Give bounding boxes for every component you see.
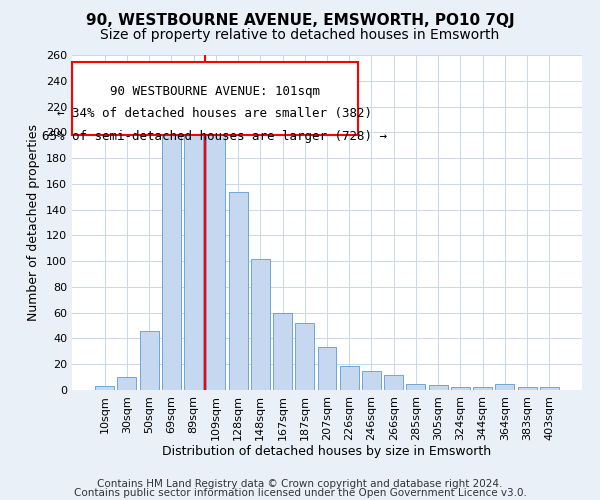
Bar bbox=[451, 388, 470, 390]
Text: Contains HM Land Registry data © Crown copyright and database right 2024.: Contains HM Land Registry data © Crown c… bbox=[97, 479, 503, 489]
Bar bbox=[206, 127, 225, 390]
Text: Size of property relative to detached houses in Emsworth: Size of property relative to detached ho… bbox=[100, 28, 500, 42]
X-axis label: Distribution of detached houses by size in Emsworth: Distribution of detached houses by size … bbox=[163, 446, 491, 458]
Text: Contains public sector information licensed under the Open Government Licence v3: Contains public sector information licen… bbox=[74, 488, 526, 498]
Bar bbox=[251, 258, 270, 390]
Bar bbox=[340, 366, 359, 390]
Text: 65% of semi-detached houses are larger (728) →: 65% of semi-detached houses are larger (… bbox=[43, 130, 388, 142]
Bar bbox=[162, 128, 181, 390]
Bar bbox=[518, 388, 536, 390]
Text: 90, WESTBOURNE AVENUE, EMSWORTH, PO10 7QJ: 90, WESTBOURNE AVENUE, EMSWORTH, PO10 7Q… bbox=[86, 12, 514, 28]
Bar bbox=[140, 330, 158, 390]
Bar bbox=[429, 385, 448, 390]
Bar bbox=[473, 388, 492, 390]
Bar bbox=[184, 134, 203, 390]
Y-axis label: Number of detached properties: Number of detached properties bbox=[28, 124, 40, 321]
Bar bbox=[406, 384, 425, 390]
Text: 90 WESTBOURNE AVENUE: 101sqm: 90 WESTBOURNE AVENUE: 101sqm bbox=[110, 86, 320, 98]
Bar bbox=[118, 377, 136, 390]
FancyBboxPatch shape bbox=[72, 62, 358, 136]
Text: ← 34% of detached houses are smaller (382): ← 34% of detached houses are smaller (38… bbox=[58, 108, 372, 120]
Bar bbox=[496, 384, 514, 390]
Bar bbox=[273, 312, 292, 390]
Bar bbox=[540, 388, 559, 390]
Bar bbox=[362, 370, 381, 390]
Bar bbox=[229, 192, 248, 390]
Bar bbox=[95, 386, 114, 390]
Bar bbox=[317, 348, 337, 390]
Bar bbox=[295, 323, 314, 390]
Bar bbox=[384, 374, 403, 390]
